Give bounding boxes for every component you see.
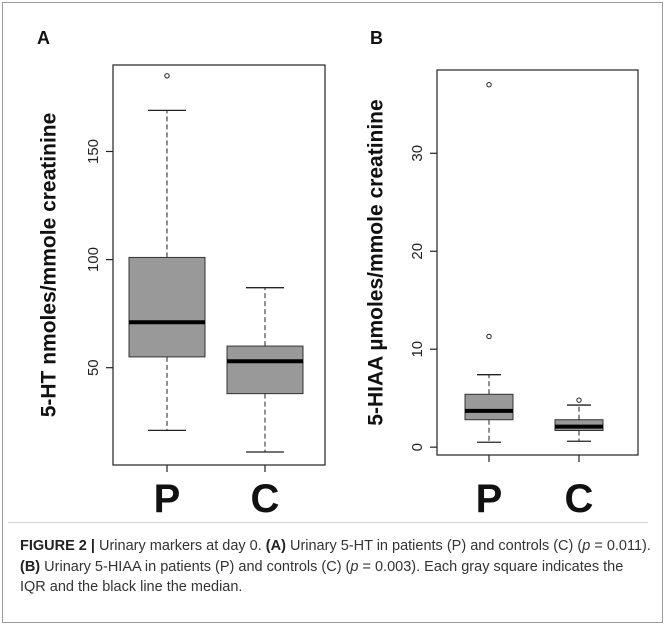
x-category-label: C — [565, 477, 594, 521]
outlier-point — [486, 333, 492, 340]
plot-area-border — [436, 69, 639, 456]
x-category-label: P — [476, 477, 503, 521]
y-axis-label: 5-HT nmoles/mmole creatinine — [38, 113, 61, 418]
caption-p-symbol-2: p — [350, 558, 359, 575]
caption-tag-a: (A) — [265, 538, 286, 554]
boxplot-b: 0 10 20 30 5-HIAA µmoles/mmole creatinine P C — [365, 69, 639, 521]
y-axis-label: 5-HIAA µmoles/mmole creatinine — [365, 99, 388, 425]
panel-label-b: B — [370, 28, 383, 48]
caption-tag-b: (B) — [20, 558, 41, 575]
panel-label-a: A — [37, 28, 50, 48]
caption-text-2: Urinary 5-HT in patients (P) and control… — [285, 538, 583, 554]
iqr-box — [128, 256, 206, 358]
figure-caption: FIGURE 2 | Urinary markers at day 0. (A)… — [20, 536, 652, 598]
y-tick-label: 50 — [85, 359, 102, 376]
caption-text-5: = 0.003). Each gray square indicates the… — [20, 558, 624, 596]
plot-area-border — [112, 64, 326, 466]
caption-p-symbol-1: p — [582, 538, 591, 554]
caption-text-3: = 0.011). — [590, 538, 651, 554]
y-tick-label: 0 — [409, 443, 426, 451]
caption-text-4: Urinary 5-HIAA in patients (P) and contr… — [40, 558, 351, 575]
iqr-box — [226, 345, 304, 395]
caption-text-1: Urinary markers at day 0. — [94, 538, 266, 554]
y-tick-label: 20 — [409, 243, 426, 260]
outlier-point — [576, 397, 582, 403]
x-category-label: P — [154, 477, 181, 521]
outlier-point — [164, 73, 170, 79]
y-tick-label: 100 — [85, 247, 102, 272]
caption-divider — [8, 522, 648, 523]
y-tick-label: 150 — [85, 139, 102, 164]
outlier-point — [486, 81, 492, 88]
caption-figure-label: FIGURE 2 | — [20, 538, 95, 554]
x-category-label: C — [251, 477, 280, 521]
figure-frame — [2, 2, 663, 623]
y-tick-label: 10 — [409, 341, 426, 358]
y-tick-label: 30 — [409, 145, 426, 162]
iqr-box — [464, 393, 514, 421]
boxplot-a: 50 100 150 5-HT nmoles/mmole creatinine P C — [38, 64, 326, 521]
